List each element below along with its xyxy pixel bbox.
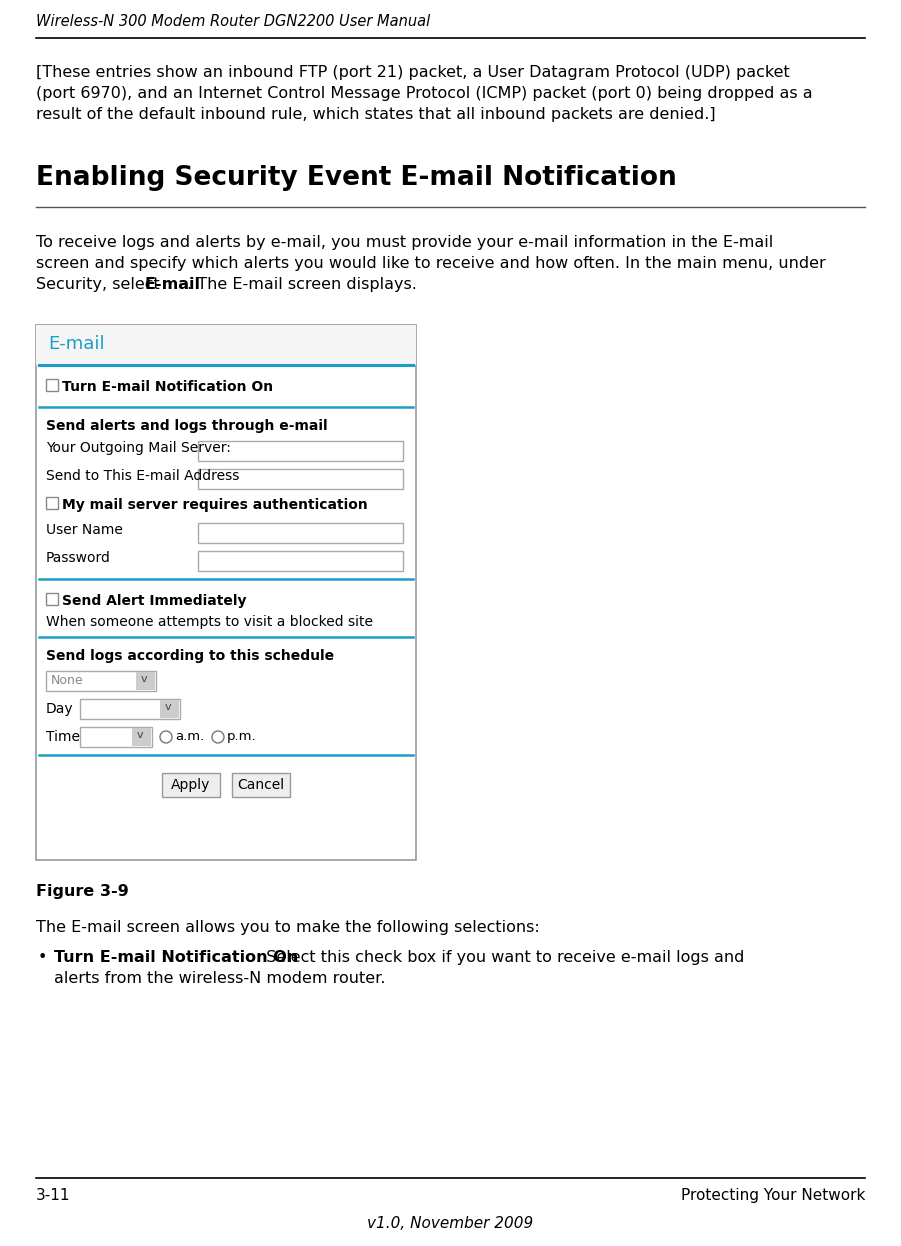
Text: Enabling Security Event E-mail Notification: Enabling Security Event E-mail Notificat…: [36, 164, 677, 191]
Bar: [198, 441, 403, 461]
Text: E-mail: E-mail: [144, 277, 200, 292]
Text: Send alerts and logs through e-mail: Send alerts and logs through e-mail: [46, 419, 328, 434]
Bar: [46, 497, 58, 510]
Text: To receive logs and alerts by e-mail, you must provide your e-mail information i: To receive logs and alerts by e-mail, yo…: [36, 235, 773, 250]
Text: v: v: [141, 674, 148, 684]
Text: None: None: [51, 674, 84, 687]
Text: p.m.: p.m.: [227, 730, 257, 743]
Bar: [46, 593, 58, 606]
Text: •: •: [38, 949, 48, 964]
Bar: [232, 773, 290, 797]
Text: Security, select: Security, select: [36, 277, 165, 292]
Text: E-mail: E-mail: [48, 335, 105, 353]
Text: . The E-mail screen displays.: . The E-mail screen displays.: [187, 277, 417, 292]
Text: Send Alert Immediately: Send Alert Immediately: [62, 594, 247, 608]
Text: [These entries show an inbound FTP (port 21) packet, a User Datagram Protocol (U: [These entries show an inbound FTP (port…: [36, 65, 790, 80]
Bar: [36, 325, 416, 365]
Text: alerts from the wireless-N modem router.: alerts from the wireless-N modem router.: [54, 971, 386, 986]
Text: Day: Day: [46, 701, 74, 716]
Bar: [198, 551, 403, 571]
Text: Apply: Apply: [171, 778, 211, 792]
Bar: [198, 523, 403, 543]
Text: Time: Time: [46, 730, 80, 744]
Text: . Select this check box if you want to receive e-mail logs and: . Select this check box if you want to r…: [257, 949, 745, 964]
Text: screen and specify which alerts you would like to receive and how often. In the : screen and specify which alerts you woul…: [36, 255, 825, 270]
Text: Password: Password: [46, 551, 111, 564]
Bar: [80, 699, 180, 719]
Text: v1.0, November 2009: v1.0, November 2009: [368, 1216, 533, 1231]
Text: v: v: [165, 701, 171, 711]
Text: result of the default inbound rule, which states that all inbound packets are de: result of the default inbound rule, whic…: [36, 107, 715, 122]
Bar: [46, 672, 156, 692]
Text: Send to This E-mail Address: Send to This E-mail Address: [46, 468, 240, 483]
Text: User Name: User Name: [46, 523, 123, 537]
Text: a.m.: a.m.: [175, 730, 205, 743]
Text: Wireless-N 300 Modem Router DGN2200 User Manual: Wireless-N 300 Modem Router DGN2200 User…: [36, 14, 431, 29]
Bar: [132, 728, 151, 746]
Text: When someone attempts to visit a blocked site: When someone attempts to visit a blocked…: [46, 616, 373, 629]
Text: 3-11: 3-11: [36, 1187, 70, 1202]
Bar: [136, 672, 155, 690]
Text: My mail server requires authentication: My mail server requires authentication: [62, 498, 368, 512]
Text: Figure 3-9: Figure 3-9: [36, 883, 129, 900]
Bar: [198, 468, 403, 488]
Text: Your Outgoing Mail Server:: Your Outgoing Mail Server:: [46, 441, 231, 455]
Bar: [80, 726, 152, 748]
Bar: [160, 700, 179, 718]
Text: Cancel: Cancel: [238, 778, 285, 792]
Text: Turn E-mail Notification On: Turn E-mail Notification On: [62, 380, 273, 394]
Bar: [162, 773, 220, 797]
Text: Turn E-mail Notification On: Turn E-mail Notification On: [54, 949, 298, 964]
Text: The E-mail screen allows you to make the following selections:: The E-mail screen allows you to make the…: [36, 920, 540, 934]
Text: Send logs according to this schedule: Send logs according to this schedule: [46, 649, 334, 663]
Bar: [36, 325, 416, 860]
Text: v: v: [137, 730, 143, 740]
Text: (port 6970), and an Internet Control Message Protocol (ICMP) packet (port 0) bei: (port 6970), and an Internet Control Mes…: [36, 86, 813, 101]
Bar: [46, 379, 58, 391]
Text: Protecting Your Network: Protecting Your Network: [680, 1187, 865, 1202]
